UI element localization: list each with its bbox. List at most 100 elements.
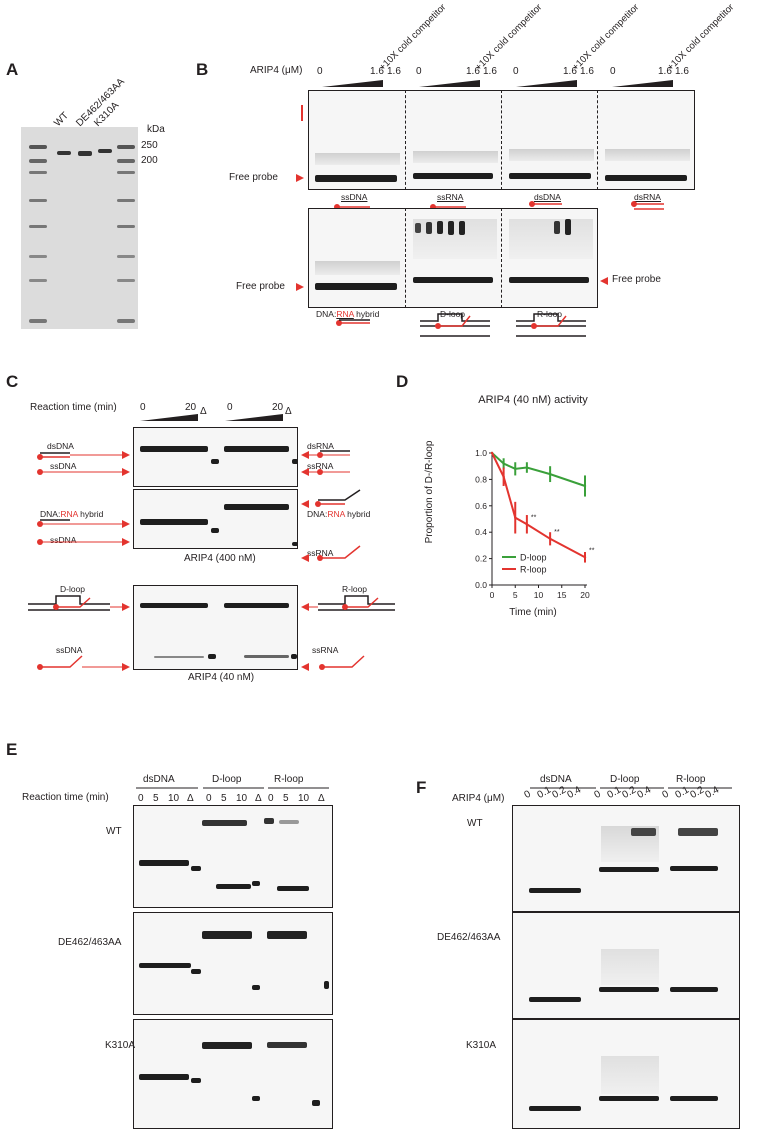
time-label: 0 [206, 793, 212, 804]
time-label: 10 [168, 793, 180, 804]
sds-page-gel [21, 127, 138, 329]
data-point [514, 467, 517, 471]
panel-label-e: E [6, 740, 18, 759]
series-line-d-loop [491, 452, 586, 487]
substrate-label: dsDNA [47, 441, 74, 451]
hybrid-label: DNA:RNA hybrid [307, 509, 371, 519]
free-probe-label: Free probe [236, 281, 285, 292]
substrate-cartoons-bottom [336, 313, 586, 337]
series-line-r-loop [491, 452, 586, 559]
substrate-label: ssDNA [56, 645, 83, 655]
gel-caption: ARIP4 (40 nM) [188, 672, 255, 683]
time-label: 5 [221, 793, 227, 804]
data-point [583, 556, 587, 559]
data-point [525, 466, 529, 469]
conc-max: 1.6 [370, 66, 384, 77]
x-tick-label: 10 [534, 590, 544, 600]
conc-comp: 1.6 [483, 66, 497, 77]
delta-label: Δ [285, 406, 292, 417]
red-arrowhead-icon [296, 283, 304, 291]
row-label: K310A [105, 1040, 136, 1051]
substrate-cartoons-top [334, 201, 664, 210]
hybrid-label: DNA:RNA hybrid [316, 309, 380, 319]
data-point [583, 484, 587, 488]
reaction-time-label: Reaction time (min) [22, 792, 109, 803]
gel-f-de [512, 912, 740, 1019]
data-point [490, 451, 494, 455]
time-label: Δ [255, 793, 262, 804]
time-20: 20 [185, 402, 197, 413]
data-point [514, 516, 517, 519]
data-point [548, 472, 552, 476]
conc-comp: 1.6 [675, 66, 689, 77]
free-probe-label: Free probe [229, 172, 278, 183]
significance-marker: ** [554, 529, 560, 536]
group-label: dsDNA [540, 774, 572, 785]
time-label: 0 [138, 793, 144, 804]
delta-label: Δ [200, 406, 207, 417]
legend-label: R-loop [520, 565, 547, 575]
substrate-label: R-loop [342, 584, 368, 594]
time-wedges [140, 414, 283, 421]
y-axis-label: Proportion of D-/R-loop [424, 440, 435, 543]
group-label: R-loop [274, 774, 304, 785]
arip4-conc-label: ARIP4 (μM) [250, 65, 303, 76]
row-label: K310A [466, 1040, 497, 1051]
kda-label: kDa [147, 124, 165, 135]
arip4-conc-label: ARIP4 (μM) [452, 793, 505, 804]
panel-label-a: A [6, 60, 19, 79]
time-label: Δ [187, 793, 194, 804]
conc-max: 1.6 [563, 66, 577, 77]
data-point [502, 462, 505, 465]
time-label: 10 [298, 793, 310, 804]
y-tick-label: 1.0 [475, 448, 487, 458]
group-label: R-loop [676, 774, 706, 785]
significance-marker: ** [589, 547, 595, 554]
substrate-label: ssRNA [437, 192, 464, 202]
group-underlines [136, 787, 329, 789]
gel-f-k310a [512, 1019, 740, 1129]
substrate-label: dsDNA [534, 192, 561, 202]
time-label: 10 [236, 793, 248, 804]
substrate-label: dsRNA [307, 441, 334, 451]
y-tick-label: 0.6 [475, 501, 487, 511]
substrate-label: dsRNA [634, 192, 661, 202]
reaction-time-label: Reaction time (min) [30, 402, 117, 413]
activity-line-chart: ARIP4 (40 nM) activity Proportion of D-/… [424, 394, 595, 618]
unwinding-gel-3 [133, 585, 298, 670]
red-arrowhead-icon [296, 174, 304, 182]
marker-250: 250 [141, 140, 158, 151]
substrate-label: D-loop [60, 584, 86, 594]
significance-marker: ** [531, 514, 537, 521]
row-label: DE462/463AA [58, 937, 122, 948]
panel-label-f: F [416, 778, 427, 797]
data-point [525, 523, 529, 526]
data-point [548, 537, 552, 540]
time-label: 5 [283, 793, 289, 804]
row-label: DE462/463AA [437, 932, 501, 943]
time-label: 5 [153, 793, 159, 804]
substrate-label: ssRNA [307, 548, 334, 558]
x-tick-label: 15 [557, 590, 567, 600]
group-underlines [530, 787, 732, 789]
unwinding-gel-2 [133, 489, 298, 549]
gel-e-k310a [133, 1019, 333, 1129]
y-tick-label: 0.2 [475, 554, 487, 564]
group-label: D-loop [212, 774, 242, 785]
concentration-wedges [322, 80, 673, 87]
gel-e-wt [133, 805, 333, 908]
time-label: 0 [268, 793, 274, 804]
x-tick-label: 5 [513, 590, 518, 600]
legend-label: D-loop [520, 553, 547, 563]
gel-f-wt [512, 805, 740, 912]
conc-0: 0 [416, 66, 422, 77]
conc-0: 0 [317, 66, 323, 77]
time-20: 20 [272, 402, 284, 413]
panel-label-b: B [196, 60, 209, 79]
row-label: WT [467, 818, 483, 829]
gel-e-de [133, 912, 333, 1015]
y-tick-label: 0.8 [475, 474, 487, 484]
chart-title: ARIP4 (40 nM) activity [478, 394, 588, 406]
substrate-label: ssDNA [50, 461, 77, 471]
x-tick-label: 20 [580, 590, 590, 600]
